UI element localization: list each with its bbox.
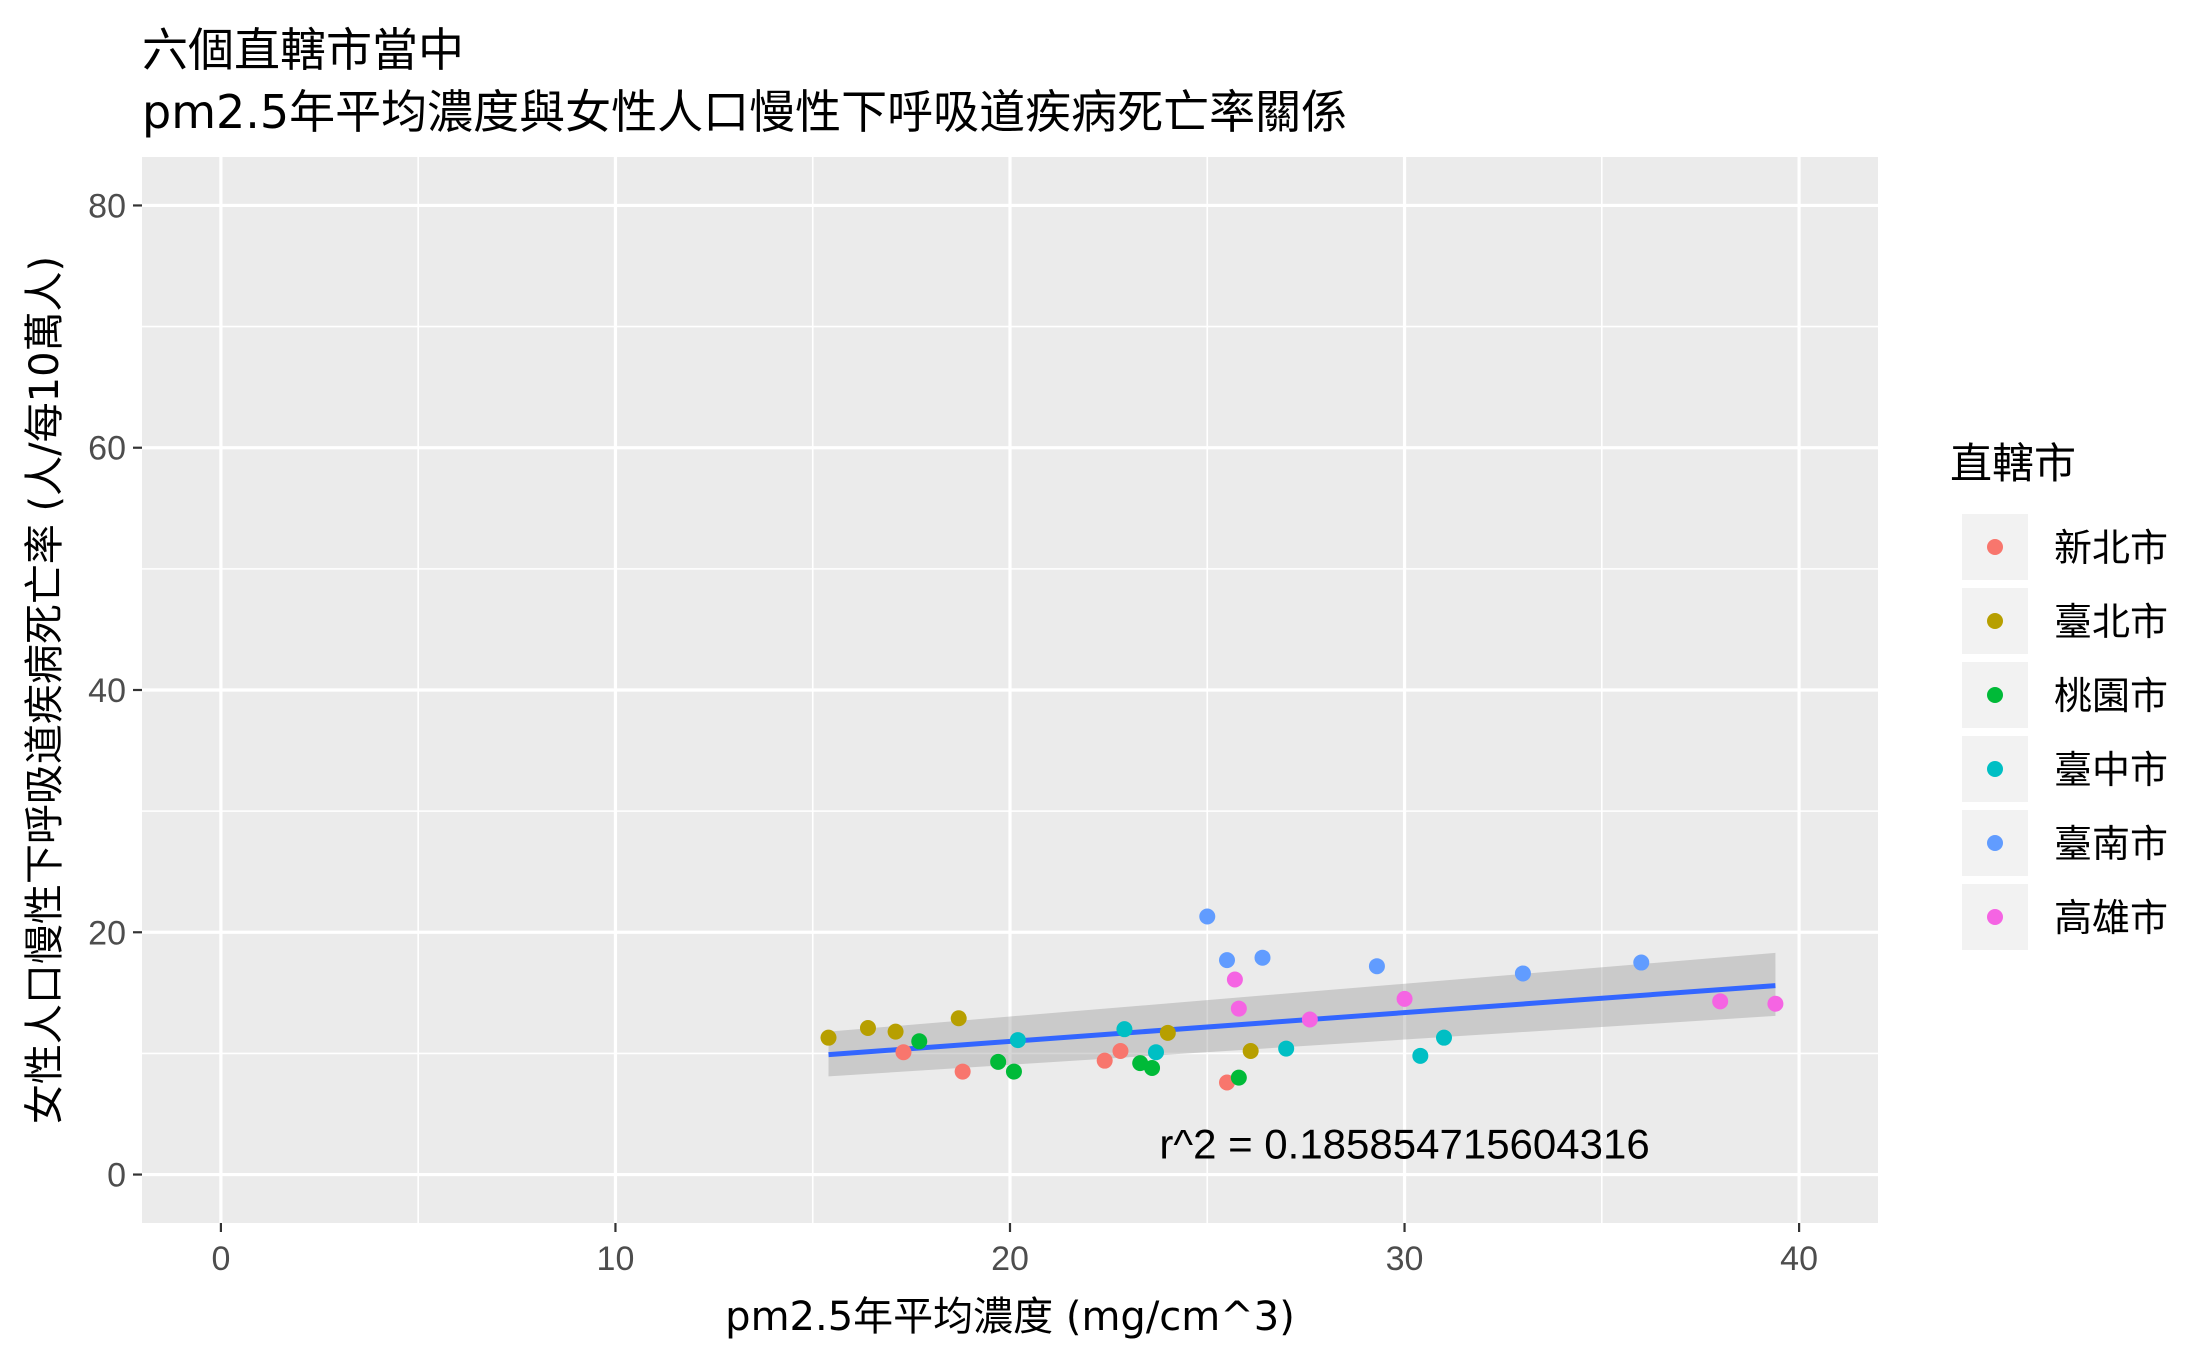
chart-title-line2: pm2.5年平均濃度與女性人口慢性下呼吸道疾病死亡率關係 [142, 85, 1347, 139]
data-point [1226, 971, 1243, 988]
y-tick-label: 0 [107, 1157, 126, 1195]
data-point [1514, 965, 1531, 982]
x-axis-label: pm2.5年平均濃度 (mg/cm^3) [725, 1294, 1295, 1340]
data-point [1144, 1059, 1161, 1076]
data-point [1005, 1063, 1022, 1080]
x-axis-ticks: 0 10 20 30 40 [211, 1223, 1818, 1278]
data-point [1368, 958, 1385, 975]
data-point [820, 1029, 837, 1046]
data-point [990, 1053, 1007, 1070]
data-point [1301, 1011, 1318, 1028]
data-point [1219, 952, 1235, 969]
y-tick-label: 80 [88, 187, 126, 225]
legend-label: 桃園市 [2054, 674, 2168, 718]
data-point [911, 1033, 928, 1050]
y-tick-label: 20 [88, 914, 126, 952]
data-point [954, 1063, 971, 1080]
data-point [1412, 1047, 1429, 1064]
data-point [1116, 1021, 1133, 1038]
confidence-band [828, 952, 1776, 1077]
legend-label: 臺南市 [2054, 822, 2168, 866]
y-tick-label: 40 [88, 672, 126, 710]
data-point [1009, 1032, 1026, 1049]
legend-label: 新北市 [2054, 526, 2168, 570]
data-point [1112, 1042, 1129, 1059]
major-grid [142, 157, 1878, 1223]
data-point [1147, 1044, 1164, 1061]
legend-key-dot [1987, 909, 2003, 925]
data-point [1396, 990, 1413, 1007]
data-point [1633, 954, 1650, 971]
data-points [820, 908, 1784, 1091]
data-point [1767, 995, 1784, 1012]
legend-label: 臺中市 [2054, 748, 2168, 792]
legend-key-dot [1987, 687, 2003, 703]
chart-title-line1: 六個直轄市當中 [142, 23, 464, 77]
data-point [1436, 1029, 1452, 1046]
data-point [1712, 993, 1729, 1010]
data-point [1254, 949, 1271, 966]
y-tick-label: 60 [88, 430, 126, 468]
legend-key-dot [1987, 761, 2003, 777]
data-point [1159, 1024, 1176, 1041]
y-axis-label: 女性人口慢性下呼吸道疾病死亡率 (人/每10萬人) [22, 256, 68, 1124]
confidence-band-layer [828, 952, 1776, 1077]
data-point [1278, 1040, 1295, 1057]
x-tick-label: 10 [597, 1240, 635, 1278]
x-tick-label: 0 [211, 1240, 230, 1278]
data-point [1230, 1000, 1247, 1017]
legend-label: 臺北市 [2054, 600, 2168, 644]
legend-label: 高雄市 [2054, 896, 2168, 940]
data-point [1096, 1052, 1113, 1069]
data-point [859, 1019, 876, 1036]
legend-key-dot [1987, 835, 2003, 851]
r-squared-annotation: r^2 = 0.185854715604316 [1159, 1120, 1649, 1167]
data-point [1230, 1069, 1247, 1086]
x-tick-label: 20 [991, 1240, 1029, 1278]
data-point [895, 1044, 912, 1061]
x-tick-label: 30 [1386, 1240, 1424, 1278]
data-point [1199, 908, 1216, 925]
legend-key-dot [1987, 539, 2003, 555]
x-tick-label: 40 [1780, 1240, 1818, 1278]
data-point [887, 1023, 904, 1040]
data-point [950, 1010, 967, 1027]
legend-title: 直轄市 [1950, 439, 2076, 488]
y-axis-ticks: 0 20 40 60 80 [88, 187, 142, 1195]
legend-key-dot [1987, 613, 2003, 629]
data-point [1242, 1042, 1259, 1059]
